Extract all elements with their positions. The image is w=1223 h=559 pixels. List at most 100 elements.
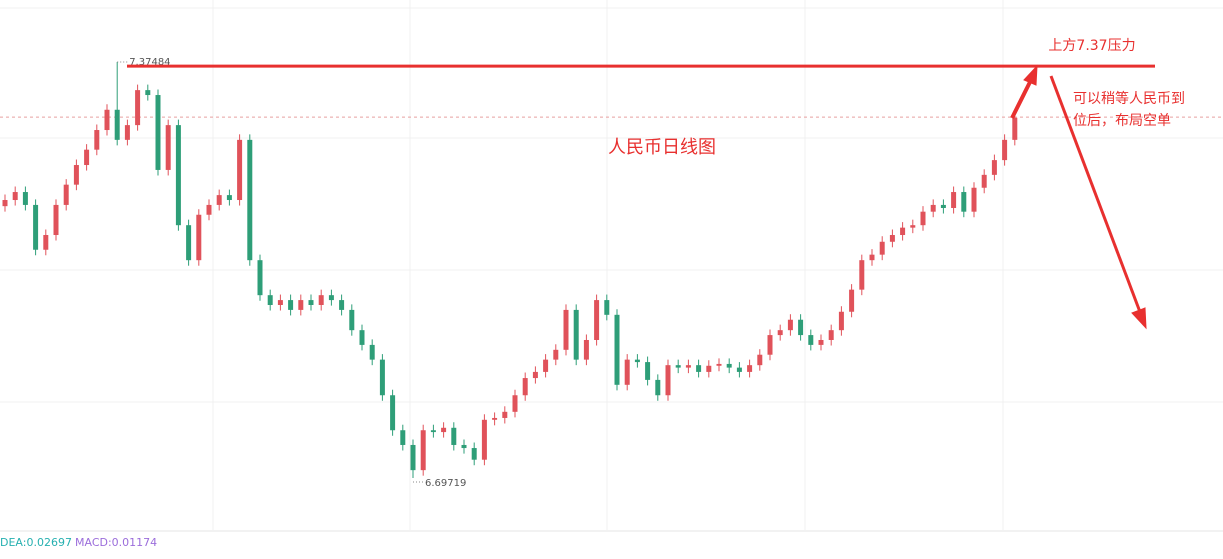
- arrow-down: [1049, 75, 1142, 313]
- candle-body: [226, 195, 232, 201]
- candle-body: [461, 444, 467, 449]
- low-label: 6.69719: [425, 478, 466, 489]
- candle-body: [124, 125, 130, 140]
- candle-body: [716, 363, 722, 366]
- candle-body: [114, 109, 120, 140]
- candle-body: [175, 125, 181, 226]
- note-line: 可以稍等人民币到: [1073, 90, 1185, 107]
- candle-body: [665, 365, 671, 396]
- candle-body: [634, 359, 640, 363]
- candle-body: [604, 300, 610, 315]
- candle-body: [165, 125, 171, 170]
- candle-body: [614, 314, 620, 385]
- candle-body: [655, 379, 661, 396]
- candle-body: [910, 225, 916, 228]
- candle-body: [247, 139, 253, 261]
- candle-body: [481, 419, 487, 460]
- candle-body: [22, 192, 28, 205]
- candle-body: [726, 363, 732, 368]
- candle-body: [451, 427, 457, 445]
- candle-body: [900, 227, 906, 236]
- candle-body: [777, 330, 783, 336]
- candle-body: [879, 241, 885, 255]
- candle-body: [930, 204, 936, 212]
- candle-body: [379, 359, 385, 396]
- candle-body: [430, 430, 436, 433]
- candle-body: [747, 365, 753, 372]
- candle-body: [787, 319, 793, 331]
- candle-body: [543, 359, 549, 372]
- candle-body: [216, 195, 222, 205]
- candle-body: [849, 289, 855, 312]
- indicator-text: DEA:0.02697: [0, 536, 72, 549]
- candle-body: [838, 311, 844, 331]
- candle-body: [267, 295, 273, 305]
- candle-body: [94, 130, 100, 150]
- candle-body: [685, 365, 691, 368]
- candle-body: [757, 354, 763, 366]
- candle-body: [369, 344, 375, 360]
- candle-body: [981, 174, 987, 188]
- candle-body: [63, 184, 69, 205]
- candle-body: [196, 214, 202, 261]
- candle-body: [33, 204, 39, 250]
- candle-body: [339, 300, 345, 310]
- candle-body: [889, 235, 895, 242]
- candle-body: [818, 339, 824, 345]
- candle-body: [951, 192, 957, 208]
- candle-body: [298, 300, 304, 310]
- candle-body: [390, 395, 396, 431]
- arrow-head: [1131, 307, 1147, 330]
- candle-body: [410, 444, 416, 471]
- candle-body: [859, 260, 865, 290]
- candle-body: [53, 204, 59, 236]
- arrow-up: [1010, 79, 1033, 119]
- candle-body: [359, 330, 365, 345]
- candle-body: [308, 300, 314, 305]
- candle-body: [563, 309, 569, 350]
- candle-body: [492, 417, 498, 420]
- candle-body: [594, 300, 600, 340]
- candle-body: [1012, 117, 1018, 140]
- candle-body: [583, 339, 589, 360]
- candle-body: [145, 90, 151, 96]
- candle-body: [961, 192, 967, 212]
- candle-body: [84, 149, 90, 166]
- candle-body: [1002, 139, 1008, 161]
- candle-body: [808, 335, 814, 345]
- candle-body: [12, 192, 18, 201]
- candle-body: [43, 235, 49, 250]
- candle-body: [828, 330, 834, 340]
- candle-body: [257, 260, 263, 296]
- candle-body: [798, 319, 804, 336]
- arrows: [1010, 64, 1147, 330]
- candle-body: [277, 300, 283, 305]
- candle-body: [869, 254, 875, 261]
- candle-body: [512, 395, 518, 412]
- candle-body: [706, 365, 712, 372]
- candle-body: [502, 411, 508, 418]
- candle-body: [104, 109, 110, 131]
- candle-body: [553, 349, 559, 360]
- candle-body: [2, 200, 8, 207]
- candle-body: [155, 95, 161, 170]
- candle-body: [532, 371, 538, 379]
- candle-body: [73, 165, 79, 185]
- candle-body: [573, 309, 579, 360]
- candle-body: [135, 90, 141, 126]
- candle-body: [645, 362, 651, 380]
- indicator-text: MACD:0.01174: [75, 536, 157, 549]
- candle-body: [420, 430, 426, 471]
- candle-body: [206, 204, 212, 215]
- candle-body: [288, 300, 294, 310]
- arrow-head: [1023, 64, 1038, 86]
- candle-body: [471, 448, 477, 460]
- candle-body: [349, 309, 355, 331]
- candle-body: [186, 225, 192, 261]
- grid: [0, 0, 1223, 532]
- candle-body: [624, 359, 630, 385]
- candle-body: [318, 295, 324, 305]
- candle-body: [920, 211, 926, 226]
- note-line: 位后，布局空单: [1073, 113, 1171, 129]
